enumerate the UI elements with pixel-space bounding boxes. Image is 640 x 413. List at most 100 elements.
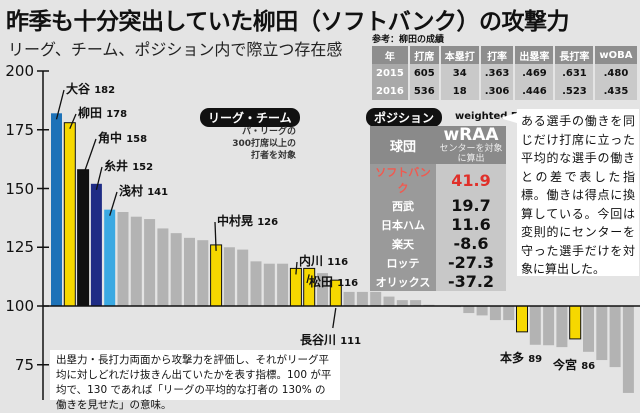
stats-cell: .435 bbox=[594, 82, 639, 100]
leader-line bbox=[214, 221, 217, 251]
bar bbox=[250, 261, 262, 306]
stats-cell: 2016 bbox=[372, 82, 410, 100]
wraa-explanation: ある選手の働きを同じだけ打席に立った平均的な選手の働きとの差で表した指標。働きは… bbox=[517, 109, 639, 276]
stats-cell: 536 bbox=[408, 82, 441, 100]
y-tick-label: 125 bbox=[5, 238, 34, 257]
bar bbox=[476, 306, 488, 316]
page-title: 昨季も十分突出していた柳田（ソフトバンク）の攻撃力 bbox=[6, 9, 569, 35]
stats-cell: 34 bbox=[439, 64, 481, 82]
team-row: ソフトバンク 41.9 bbox=[370, 164, 506, 196]
stats-table: 年打席 本塁打 打率 出塁率 長打率 wOBA 2015 605 34.363.469.631… bbox=[372, 46, 639, 100]
bar-label-value: 178 bbox=[106, 109, 128, 120]
stats-cell: .363 bbox=[479, 64, 516, 82]
stats-header-cell: 年 bbox=[372, 46, 410, 64]
team-wraa: 41.9 bbox=[436, 164, 506, 196]
leader-line bbox=[332, 307, 337, 329]
stats-header-cell: wOBA bbox=[594, 46, 639, 64]
bar-label-name: 角中 bbox=[98, 131, 123, 145]
bar bbox=[370, 291, 382, 306]
callout-pointer bbox=[500, 112, 520, 124]
bar-label-value: 89 bbox=[528, 354, 543, 365]
stats-header-cell: 出塁率 bbox=[514, 46, 556, 64]
bar-label: 今宮 86 bbox=[553, 356, 595, 373]
leader-line bbox=[295, 261, 298, 275]
league-note-line: パ・リーグの bbox=[241, 127, 296, 137]
bar-label-name: 内川 bbox=[299, 254, 324, 268]
team-row: オリックス -37.2 bbox=[370, 272, 506, 291]
bar bbox=[569, 305, 582, 340]
bar bbox=[556, 306, 568, 348]
bar-label-value: 86 bbox=[581, 361, 596, 372]
bar bbox=[170, 233, 182, 306]
stats-header-cell: 打席 bbox=[408, 46, 441, 64]
team-row: 日本ハム 11.6 bbox=[370, 215, 506, 234]
bar bbox=[77, 169, 90, 307]
bar bbox=[144, 219, 156, 306]
position-badge: ポジション bbox=[366, 108, 443, 127]
leader-line bbox=[69, 113, 77, 129]
bar bbox=[529, 306, 541, 345]
bar bbox=[51, 113, 62, 306]
leader-line bbox=[109, 191, 118, 216]
bar bbox=[90, 183, 102, 306]
team-row: 西武 19.7 bbox=[370, 196, 506, 215]
y-tick-label: 175 bbox=[5, 120, 34, 139]
stats-cell: 605 bbox=[408, 64, 441, 82]
y-tick-label: 150 bbox=[5, 179, 34, 198]
team-wraa: 19.7 bbox=[436, 196, 506, 215]
team-column-header: 球団 bbox=[370, 126, 436, 164]
team-row: ロッテ -27.3 bbox=[370, 253, 506, 272]
bar bbox=[463, 306, 475, 314]
bar bbox=[410, 300, 422, 306]
stats-header-row: 年打席 本塁打 打率 出塁率 長打率 wOBA bbox=[372, 46, 639, 64]
bar bbox=[516, 305, 528, 333]
league-team-badge: リーグ・チーム bbox=[200, 108, 300, 127]
bar-label: 松田 116 bbox=[309, 273, 358, 290]
bar bbox=[343, 291, 355, 306]
bar bbox=[223, 247, 235, 306]
bar-label-value: 158 bbox=[126, 134, 148, 145]
bar bbox=[503, 306, 515, 321]
team-name: ロッテ bbox=[370, 253, 436, 272]
bar bbox=[317, 273, 328, 306]
bar-label-name: 本多 bbox=[500, 351, 525, 365]
bar-label: 柳田 178 bbox=[78, 104, 127, 121]
bar-label-name: 松田 bbox=[309, 275, 334, 289]
wraa-label: wRAA bbox=[443, 124, 499, 145]
league-note-line: 300打席以上の bbox=[232, 139, 296, 149]
league-note-line: 打者を対象 bbox=[250, 151, 296, 161]
bar-label: 糸井 152 bbox=[104, 157, 153, 174]
bar bbox=[356, 291, 368, 306]
bar bbox=[210, 244, 223, 307]
bar-label-name: 糸井 bbox=[104, 159, 129, 173]
team-row: 楽天 -8.6 bbox=[370, 234, 506, 253]
bar bbox=[237, 249, 249, 306]
bar bbox=[277, 263, 289, 306]
leader-line bbox=[82, 138, 97, 176]
bar bbox=[184, 237, 195, 306]
metric-note: 出塁力・長打力両面から攻撃力を評価し、それがリーグ平均に対しどれだけ抜きん出てい… bbox=[50, 350, 340, 411]
bar-label-value: 116 bbox=[327, 257, 349, 268]
bar-label: 長谷川 111 bbox=[300, 331, 361, 348]
bar-label-name: 中村晃 bbox=[217, 214, 254, 228]
bar-label-value: 126 bbox=[257, 217, 279, 228]
bar bbox=[583, 306, 594, 352]
bar-label-name: 浅村 bbox=[119, 184, 144, 198]
bar-label: 大谷 182 bbox=[66, 80, 115, 97]
stats-header-cell: 本塁打 bbox=[439, 46, 481, 64]
stats-cell: .469 bbox=[514, 64, 556, 82]
bar-label-name: 長谷川 bbox=[300, 333, 337, 347]
stats-cell: .523 bbox=[554, 82, 596, 100]
bar bbox=[157, 228, 169, 306]
bar-label: 浅村 141 bbox=[119, 182, 168, 199]
league-note: パ・リーグの 300打席以上の 打者を対象 bbox=[200, 126, 296, 162]
bar bbox=[263, 263, 275, 306]
stats-cell: 2015 bbox=[372, 64, 410, 82]
team-name: 西武 bbox=[370, 196, 436, 215]
bar bbox=[396, 300, 408, 306]
bar-label-value: 111 bbox=[340, 336, 362, 347]
stats-header-cell: 長打率 bbox=[554, 46, 596, 64]
bar-label-name: 大谷 bbox=[66, 82, 91, 96]
y-tick-label: 75 bbox=[14, 355, 34, 374]
bar-label-value: 116 bbox=[337, 278, 359, 289]
